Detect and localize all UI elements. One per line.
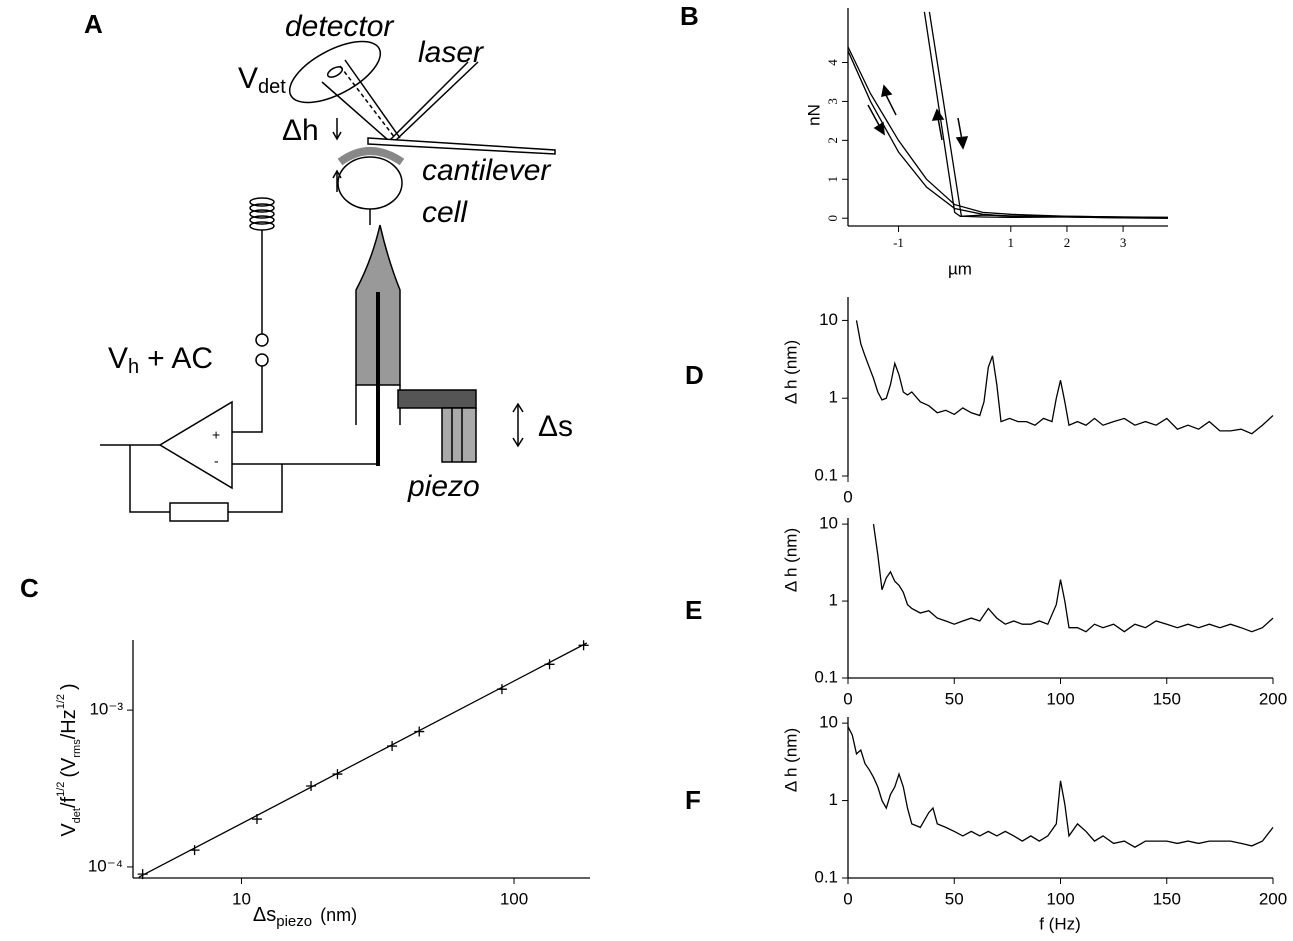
label-sub: det bbox=[71, 808, 83, 823]
panel-letter: B bbox=[680, 1, 699, 31]
data-line bbox=[847, 726, 1274, 848]
y-tick-label: 1 bbox=[829, 388, 838, 407]
x-axis-label: µm bbox=[948, 259, 972, 278]
y-axis-label: Δ h (nm) bbox=[781, 728, 800, 792]
y-axis-label: Δ h (nm) bbox=[781, 340, 800, 404]
label-sup: 1/2 bbox=[55, 694, 67, 709]
panel-letter: D bbox=[685, 360, 704, 390]
y-tick-label: 1 bbox=[825, 176, 840, 183]
y-tick-label: 2 bbox=[825, 137, 840, 144]
data-line bbox=[928, 11, 1169, 219]
label: (nm) bbox=[320, 905, 357, 925]
label: cell bbox=[422, 196, 468, 229]
label-sub: h bbox=[128, 356, 139, 378]
x-tick-label: -1 bbox=[893, 235, 904, 250]
label: Δs bbox=[538, 410, 573, 443]
data-line bbox=[847, 50, 1169, 219]
x-tick-label: 50 bbox=[945, 889, 964, 908]
y-tick-label: 10⁻³ bbox=[89, 700, 123, 719]
setup-diagram bbox=[100, 40, 556, 522]
x-tick-label: 0 bbox=[843, 689, 852, 708]
data-line bbox=[847, 46, 1169, 219]
data-line bbox=[923, 11, 1169, 219]
y-tick-label: 1 bbox=[829, 591, 838, 610]
y-tick-label: 4 bbox=[825, 59, 840, 66]
x-tick-label: 150 bbox=[1153, 689, 1181, 708]
x-tick-label: 0 bbox=[843, 487, 852, 506]
label: - bbox=[214, 453, 219, 469]
x-axis-label: f (Hz) bbox=[1039, 914, 1081, 933]
y-tick-label: 0.1 bbox=[814, 465, 838, 484]
x-tick-label: 1 bbox=[1008, 235, 1015, 250]
label: Vh + AC bbox=[108, 342, 213, 378]
x-tick-label: 150 bbox=[1153, 889, 1181, 908]
y-tick-label: 0.1 bbox=[814, 867, 838, 886]
data-point bbox=[414, 726, 425, 737]
panel-letter: C bbox=[20, 573, 39, 603]
label: /Hz bbox=[58, 709, 80, 739]
y-tick-label: 3 bbox=[825, 98, 840, 105]
data-line bbox=[872, 524, 1274, 633]
panel-letter: F bbox=[685, 785, 701, 815]
x-tick-label: 2 bbox=[1064, 235, 1071, 250]
x-tick-label: 200 bbox=[1259, 689, 1287, 708]
label: cantilever bbox=[422, 154, 551, 187]
panel-letter: A bbox=[84, 9, 103, 39]
x-axis-label: Δspiezo (nm) bbox=[253, 904, 357, 930]
data-line bbox=[138, 642, 588, 878]
label: Δs bbox=[253, 904, 276, 926]
x-tick-label: 10 bbox=[232, 889, 251, 908]
label: /f bbox=[58, 796, 80, 808]
y-tick-label: 0 bbox=[825, 215, 840, 222]
y-tick-label: 10 bbox=[819, 514, 838, 533]
x-tick-label: 100 bbox=[1046, 689, 1074, 708]
label: (V bbox=[58, 757, 80, 778]
panel-letter: E bbox=[685, 595, 702, 625]
label-sub: det bbox=[258, 76, 286, 98]
y-tick-label: 0.1 bbox=[814, 667, 838, 686]
label: laser bbox=[418, 36, 484, 69]
label-sub: piezo bbox=[276, 913, 312, 930]
y-tick-label: 10 bbox=[819, 310, 838, 329]
x-tick-label: 100 bbox=[500, 889, 528, 908]
label-sup: 1/2 bbox=[55, 782, 67, 797]
y-tick-label: 10⁻⁴ bbox=[88, 856, 123, 875]
label: Δh bbox=[282, 114, 319, 147]
direction-arrows bbox=[867, 84, 969, 150]
x-tick-label: 200 bbox=[1259, 889, 1287, 908]
x-tick-label: 3 bbox=[1120, 235, 1127, 250]
label: V bbox=[108, 342, 128, 375]
label: ) bbox=[58, 683, 80, 690]
label: V bbox=[238, 62, 258, 95]
label: V bbox=[58, 823, 80, 837]
label: Vdet bbox=[238, 62, 286, 98]
label: + bbox=[212, 427, 220, 443]
diagram-labels: A detector laser Vdet Δh cantilever cell… bbox=[84, 9, 573, 503]
data-line bbox=[855, 320, 1274, 435]
label: detector bbox=[285, 10, 394, 43]
label: + AC bbox=[147, 342, 213, 375]
label-sub: rms bbox=[71, 739, 83, 758]
y-axis-label: nN bbox=[804, 104, 823, 126]
x-tick-label: 50 bbox=[945, 689, 964, 708]
y-tick-label: 1 bbox=[829, 790, 838, 809]
x-tick-label: 0 bbox=[843, 889, 852, 908]
label: piezo bbox=[407, 470, 480, 503]
y-axis-label: Δ h (nm) bbox=[781, 528, 800, 592]
y-tick-label: 10 bbox=[819, 713, 838, 732]
x-tick-label: 100 bbox=[1046, 889, 1074, 908]
y-axis-label: Vdet/f1/2(Vrms/Hz1/2) bbox=[55, 683, 83, 836]
